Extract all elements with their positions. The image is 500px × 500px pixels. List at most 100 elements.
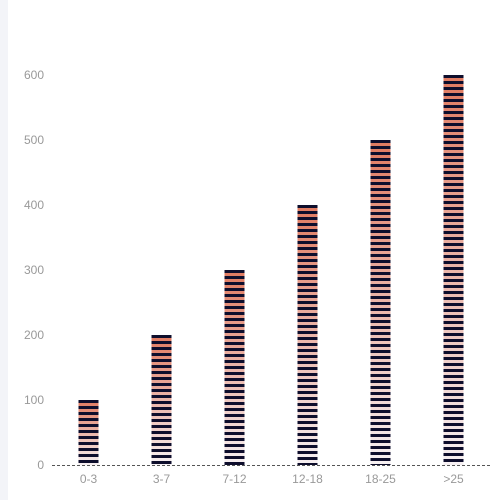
bar-stripe xyxy=(297,457,318,460)
bar-stripe xyxy=(297,391,318,394)
bar-stripe xyxy=(151,341,172,344)
bar-stripe xyxy=(370,398,391,401)
bar-stripe xyxy=(224,432,245,435)
bar-stripe xyxy=(370,338,391,341)
bar-stripe xyxy=(224,330,245,333)
bar-stripe xyxy=(224,372,245,375)
bar-stripe xyxy=(297,445,318,448)
bar-stripe xyxy=(443,87,464,90)
bar-stripe xyxy=(443,135,464,138)
bar-stripe xyxy=(151,365,172,368)
bar-stripe xyxy=(370,326,391,329)
bar-stripe xyxy=(297,361,318,364)
bar-stripe xyxy=(443,405,464,408)
y-tick-label: 300 xyxy=(24,263,44,277)
bar-stripe xyxy=(443,315,464,318)
bar-stripe xyxy=(443,117,464,120)
y-tick-label: 200 xyxy=(24,328,44,342)
bar-stripe xyxy=(151,407,172,410)
bar-stripe xyxy=(224,366,245,369)
bar-stripe xyxy=(443,285,464,288)
bar-stripe xyxy=(78,460,99,463)
bar-stripe xyxy=(370,236,391,239)
bar-stripe xyxy=(443,369,464,372)
bar-stripe xyxy=(443,309,464,312)
bar-stripe xyxy=(370,302,391,305)
bar-stripe xyxy=(297,349,318,352)
x-tick-label: >25 xyxy=(443,472,464,486)
bar-stripe xyxy=(224,438,245,441)
bar-stripe xyxy=(297,373,318,376)
bar-stripe xyxy=(443,375,464,378)
bar-stripe xyxy=(370,266,391,269)
bar-stripe xyxy=(370,164,391,167)
bar-stripe xyxy=(370,182,391,185)
bar-stripe xyxy=(443,387,464,390)
bar-stripe xyxy=(443,303,464,306)
bar-stripe xyxy=(297,223,318,226)
bar->25 xyxy=(443,75,464,465)
bar-stripe xyxy=(370,308,391,311)
bar-stripe xyxy=(443,219,464,222)
bar-stripe xyxy=(224,396,245,399)
bar-stripe xyxy=(297,283,318,286)
bar-stripe xyxy=(297,319,318,322)
bar-stripe xyxy=(297,355,318,358)
bar-stripe xyxy=(224,414,245,417)
bar-stripe xyxy=(370,140,391,143)
bar-stripe xyxy=(370,152,391,155)
bar-stripe xyxy=(297,367,318,370)
bar-stripe xyxy=(443,105,464,108)
bar-stripe xyxy=(151,425,172,428)
bar-stripe xyxy=(443,417,464,420)
bar-stripe xyxy=(78,400,99,403)
bar-stripe xyxy=(443,123,464,126)
bar-stripe xyxy=(443,231,464,234)
bar-stripe xyxy=(78,448,99,451)
bar-stripe xyxy=(224,390,245,393)
bar-stripe xyxy=(78,418,99,421)
bar-stripe xyxy=(151,413,172,416)
bar-stripe xyxy=(297,265,318,268)
bar-stripe xyxy=(443,381,464,384)
bar-stripe xyxy=(370,380,391,383)
bar-stripe xyxy=(443,171,464,174)
bar-stripe xyxy=(443,345,464,348)
bar-stripe xyxy=(151,431,172,434)
bar-stripe xyxy=(151,353,172,356)
bar-stripe xyxy=(224,306,245,309)
bar-stripe xyxy=(224,426,245,429)
bar-stripe xyxy=(443,447,464,450)
bar-stripe xyxy=(443,183,464,186)
bar-stripe xyxy=(443,339,464,342)
bar-stripe xyxy=(443,459,464,462)
bar-stripe xyxy=(151,443,172,446)
bar-stripe xyxy=(224,276,245,279)
bar-stripe xyxy=(151,371,172,374)
bar-stripe xyxy=(443,99,464,102)
x-tick-label: 18-25 xyxy=(365,472,396,486)
bar-stripe xyxy=(151,335,172,338)
bar-stripe xyxy=(224,348,245,351)
bar-stripe xyxy=(443,453,464,456)
bar-stripe xyxy=(443,225,464,228)
bar-stripe xyxy=(370,146,391,149)
bar-stripe xyxy=(443,159,464,162)
bar-3-7 xyxy=(151,335,172,465)
bar-stripe xyxy=(443,201,464,204)
bar-stripe xyxy=(370,422,391,425)
bar-stripe xyxy=(370,410,391,413)
bar-stripe xyxy=(224,324,245,327)
bar-stripe xyxy=(151,437,172,440)
bar-stripe xyxy=(443,297,464,300)
bar-stripe xyxy=(297,451,318,454)
bar-stripe xyxy=(443,423,464,426)
bar-stripe xyxy=(370,224,391,227)
bar-stripe xyxy=(370,176,391,179)
bar-stripe xyxy=(78,424,99,427)
bar-stripe xyxy=(151,455,172,458)
bar-stripe xyxy=(297,439,318,442)
bar-stripe xyxy=(224,354,245,357)
bar-stripe xyxy=(224,300,245,303)
